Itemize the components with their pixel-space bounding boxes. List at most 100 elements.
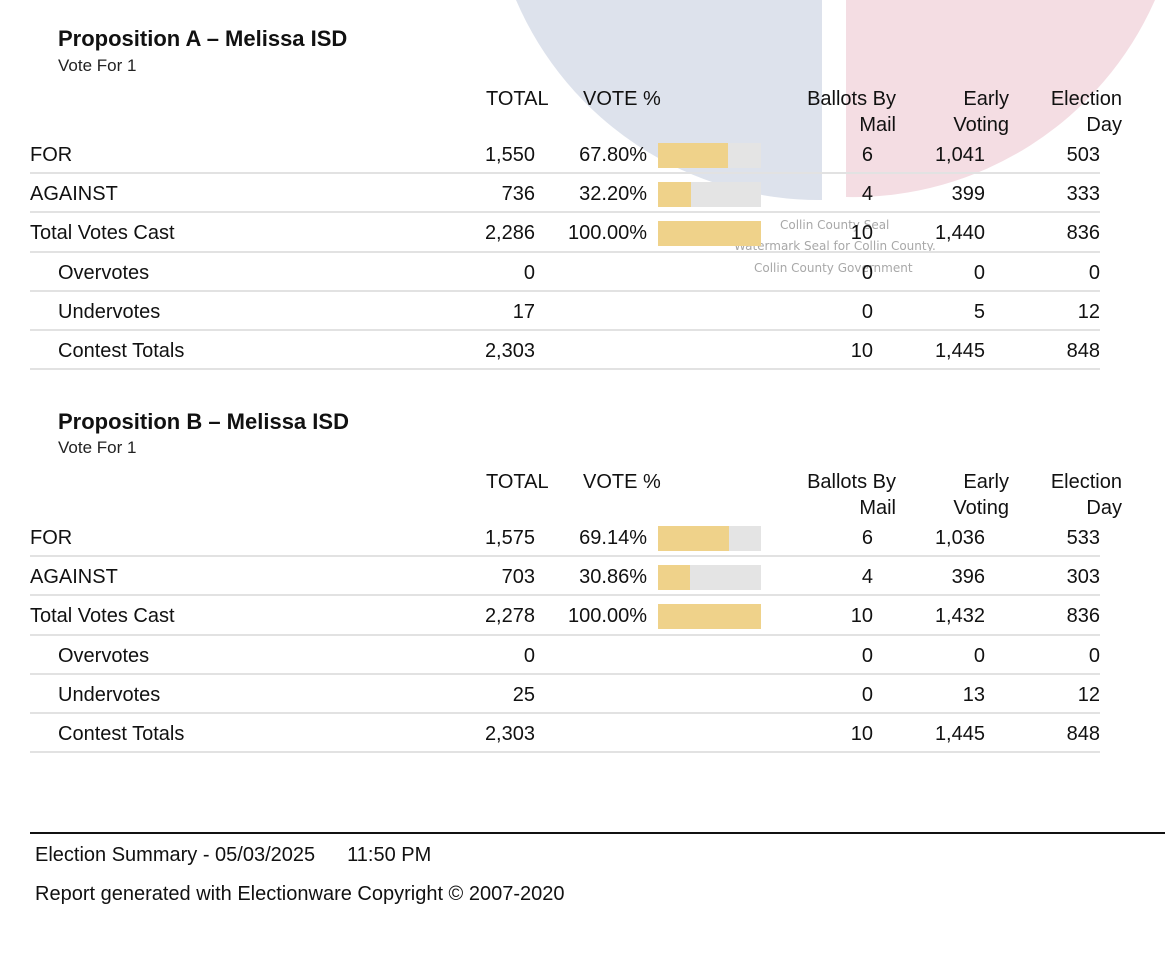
row-divider [30,672,1100,675]
col-header-vote-pct: VOTE % [583,471,661,493]
row-ballots-by-mail: 4 [861,183,873,206]
row-early-voting: 1,445 [934,340,985,362]
row-election-day: 0 [1088,644,1100,667]
vote-share-bar-fill [658,526,730,551]
footer-report: Report generated with Electionware Copyr… [35,883,565,905]
row-early-voting: 0 [973,644,985,667]
row-label: Total Votes Cast [30,222,175,245]
row-label: Undervotes [58,683,161,706]
row-ballots-by-mail: 0 [861,261,873,284]
row-election-day: 12 [1077,300,1100,323]
row-ballots-by-mail: 4 [861,566,873,589]
row-divider [30,368,1100,371]
vote-share-bar-fill [658,604,761,630]
row-early-voting: 399 [951,183,985,206]
row-election-day: 836 [1066,605,1100,628]
row-vote-pct: 30.86% [579,566,647,589]
row-early-voting: 1,041 [934,144,985,166]
row-election-day: 503 [1066,144,1100,166]
row-election-day: 848 [1066,340,1100,362]
row-total: 17 [512,300,535,323]
row-total: 25 [512,683,535,706]
vote-share-bar-fill [658,221,761,247]
table-row: AGAINST 736 32.20% 4 399 333 [30,175,1100,214]
row-divider [30,751,1100,754]
row-election-day: 333 [1066,183,1100,206]
row-election-day: 836 [1066,222,1100,245]
col-header-mail-line2: Mail [859,497,896,519]
col-header-total: TOTAL [486,88,549,110]
col-header-early-line2: Voting [953,497,1009,519]
row-ballots-by-mail: 0 [861,300,873,323]
col-header-vote-pct: VOTE % [583,88,661,110]
table-row: Overvotes 0 0 0 0 [30,637,1100,676]
footer-divider [30,832,1165,834]
table-row: Total Votes Cast 2,286 100.00% 10 1,440 836 [30,214,1100,253]
col-header-early-line1: Early [963,88,1009,110]
col-header-election-day: Election Day [1051,469,1122,521]
vote-share-bar-fill [658,182,692,208]
row-label: FOR [30,144,73,166]
row-ballots-by-mail: 10 [850,723,873,745]
watermark-text-1: Collin County Seal [780,218,890,232]
row-divider [30,555,1100,558]
row-total: 2,278 [484,605,535,628]
table-row: Contest Totals 2,303 10 1,445 848 [30,715,1100,754]
col-header-eday-line1: Election [1050,471,1122,493]
row-divider [30,250,1100,253]
vote-share-bar [658,143,761,168]
col-header-mail-line2: Mail [859,114,896,136]
row-ballots-by-mail: 0 [861,683,873,706]
row-election-day: 848 [1066,723,1100,745]
contest-title: Proposition A – Melissa ISD [58,26,348,51]
row-label: Overvotes [58,644,150,667]
row-divider [30,633,1100,636]
watermark-text-2: Watermark Seal for Collin County. [734,239,936,253]
col-header-total: TOTAL [486,471,549,493]
row-early-voting: 1,432 [934,605,985,628]
col-header-early-line2: Voting [953,114,1009,136]
table-row: FOR 1,575 69.14% 6 1,036 533 [30,519,1100,558]
row-total: 1,575 [484,527,535,549]
watermark-text-3: Collin County Government [754,261,913,275]
col-header-early-line1: Early [963,471,1009,493]
table-row: Overvotes 0 0 0 0 [30,254,1100,293]
col-header-early: Early Voting [953,86,1009,138]
row-ballots-by-mail: 10 [850,605,873,628]
footer-summary-time: 11:50 PM [347,844,432,866]
row-label: AGAINST [30,183,118,206]
row-early-voting: 5 [973,300,985,323]
table-row: Undervotes 17 0 5 12 [30,293,1100,332]
vote-share-bar [658,182,761,208]
row-label: Total Votes Cast [30,605,175,628]
contest-subtitle: Vote For 1 [58,56,137,75]
row-early-voting: 396 [951,566,985,589]
row-label: Contest Totals [58,340,185,362]
vote-share-bar [658,604,761,630]
row-ballots-by-mail: 6 [861,144,873,166]
row-divider [30,594,1100,597]
row-total: 0 [523,261,535,284]
col-header-early: Early Voting [953,469,1009,521]
row-divider [30,289,1100,292]
col-header-mail: Ballots By Mail [807,469,896,521]
row-divider [30,329,1100,331]
row-label: AGAINST [30,566,118,589]
row-total: 736 [501,183,535,206]
row-ballots-by-mail: 10 [850,340,873,362]
col-header-eday-line1: Election [1050,88,1122,110]
row-vote-pct: 67.80% [579,144,647,166]
contest-subtitle: Vote For 1 [58,438,137,457]
row-ballots-by-mail: 10 [850,222,873,245]
row-divider [30,172,1100,175]
row-total: 2,303 [484,340,535,362]
row-election-day: 0 [1088,261,1100,284]
row-vote-pct: 32.20% [579,183,647,206]
contest-title: Proposition B – Melissa ISD [58,409,349,434]
row-early-voting: 1,440 [934,222,985,245]
row-label: Undervotes [58,300,161,323]
col-header-mail-line1: Ballots By [807,88,896,110]
row-election-day: 12 [1077,683,1100,706]
table-row: AGAINST 703 30.86% 4 396 303 [30,558,1100,597]
row-total: 0 [523,644,535,667]
